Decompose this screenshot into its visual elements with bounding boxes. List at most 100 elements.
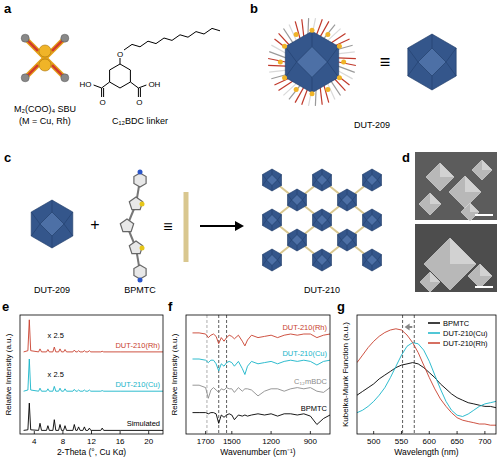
facet-edge xyxy=(31,224,40,236)
cage-metal xyxy=(278,60,283,65)
bond xyxy=(140,88,141,97)
plot-frame xyxy=(357,315,496,434)
polyhedron xyxy=(263,209,282,231)
crystal-facet xyxy=(470,203,479,212)
facet-edge xyxy=(312,180,316,186)
facet-edge xyxy=(312,220,316,226)
crystal xyxy=(468,264,492,288)
label: + xyxy=(90,216,99,233)
facet-edge xyxy=(372,249,373,255)
cuboctahedron-icon xyxy=(262,209,281,231)
series-label: BPMTC xyxy=(301,404,328,413)
facet-edge xyxy=(353,240,357,246)
cage-metal xyxy=(337,75,342,80)
polyhedron xyxy=(408,34,456,90)
cuboctahedron-icon xyxy=(287,229,306,251)
series-label: DUT-210(Cu) xyxy=(115,380,160,389)
crystal xyxy=(461,203,479,221)
chart-line: e481216202-Theta (°, Cu Kα)Relative Inte… xyxy=(2,299,163,457)
atom-label: HO xyxy=(80,80,92,89)
cuboctahedron-icon xyxy=(337,229,356,251)
legend-swatch xyxy=(428,342,440,344)
facet-edge xyxy=(347,206,348,212)
x-tick xyxy=(484,431,485,434)
x-tick-label: 4 xyxy=(32,437,37,446)
x-tick-label: 600 xyxy=(423,437,437,446)
facet-edge xyxy=(337,235,341,241)
x-tick xyxy=(34,431,35,434)
facet-edge xyxy=(262,255,266,261)
series-line xyxy=(357,329,496,425)
x-tick xyxy=(429,431,430,434)
facet xyxy=(297,47,328,78)
x-tick xyxy=(120,431,121,434)
facet xyxy=(342,235,353,246)
facet-edge xyxy=(372,226,373,232)
molecule-ring xyxy=(134,173,146,187)
polyhedron xyxy=(313,169,332,191)
plot-frame xyxy=(20,315,163,434)
cuboctahedron-icon xyxy=(262,249,281,271)
facet-edge xyxy=(328,220,332,226)
cuboctahedron-icon xyxy=(31,200,73,248)
sbu-metal xyxy=(39,59,51,71)
facet-edge xyxy=(278,260,282,266)
facet-edge xyxy=(272,266,273,272)
facet-edge xyxy=(327,47,338,62)
panel-letter: a xyxy=(4,1,12,16)
cage-metal xyxy=(282,75,287,80)
facet xyxy=(317,175,328,186)
polyhedron xyxy=(31,200,73,248)
cuboctahedron-icon xyxy=(287,189,306,211)
facet-edge xyxy=(378,255,382,261)
y-axis-title: Relative Intensity (a.u.) xyxy=(170,333,179,415)
cage-ligand xyxy=(268,58,285,62)
facet-edge xyxy=(322,169,323,175)
x-tick-label: 500 xyxy=(367,437,381,446)
facet-edge xyxy=(285,62,296,77)
scale-bar xyxy=(475,214,493,216)
facet-edge xyxy=(328,180,332,186)
x-tick xyxy=(91,431,92,434)
annotation: x 2.5 xyxy=(48,370,64,379)
facet-edge xyxy=(262,180,266,186)
facet-edge xyxy=(303,195,307,201)
cuboctahedron-icon xyxy=(312,209,331,231)
label: DUT-209 xyxy=(354,120,390,130)
facet-edge xyxy=(322,226,323,232)
polyhedron xyxy=(313,209,332,231)
facet-edge xyxy=(287,240,291,246)
facet-edge xyxy=(408,48,418,62)
facet xyxy=(418,48,446,76)
annotation: x 2.5 xyxy=(48,331,64,340)
benzene-ring xyxy=(110,64,131,88)
label: ≡ xyxy=(380,52,391,72)
facet-edge xyxy=(312,260,316,266)
sulfur-atom xyxy=(140,202,145,207)
facet-edge xyxy=(337,195,341,201)
facet-edge xyxy=(446,62,456,76)
facet-edge xyxy=(372,209,373,215)
arrow-head xyxy=(235,221,244,231)
legend-entry: BPMTC xyxy=(443,319,470,328)
facet-edge xyxy=(278,220,282,226)
alkyl-chain xyxy=(124,28,220,50)
facet-edge xyxy=(287,200,291,206)
reference-line xyxy=(402,315,403,434)
crystal xyxy=(419,193,441,215)
facet xyxy=(317,215,328,226)
cage-metal xyxy=(310,28,315,33)
x-tick xyxy=(62,431,63,434)
x-tick xyxy=(205,431,206,434)
x-tick xyxy=(231,431,232,434)
facet-edge xyxy=(287,235,291,241)
arrow xyxy=(200,225,236,227)
facet xyxy=(267,255,278,266)
sem-image xyxy=(415,224,497,292)
polyhedron xyxy=(263,249,282,271)
polyhedron xyxy=(363,249,382,271)
cage-ligand xyxy=(324,25,335,39)
facet-edge xyxy=(347,189,348,195)
sbu-carbon xyxy=(21,34,29,42)
cuboctahedron-icon xyxy=(285,31,338,93)
